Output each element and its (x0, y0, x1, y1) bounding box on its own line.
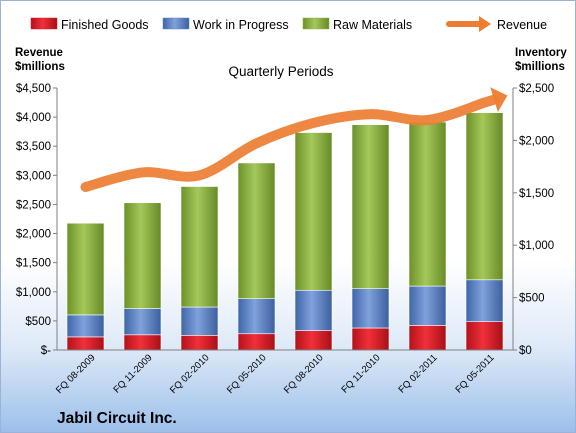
bar-work-in-progress (123, 308, 162, 336)
bar-finished-goods (180, 335, 219, 351)
bar-raw-materials (237, 162, 276, 299)
left-axis-title: Revenue (15, 47, 63, 59)
bar-raw-materials (465, 112, 504, 281)
revenue-line (80, 87, 508, 192)
x-tick-label: FQ 02-2010 (168, 352, 212, 396)
bar-finished-goods (465, 321, 504, 351)
bars (66, 112, 504, 351)
x-tick-label: FQ 05-2010 (225, 352, 269, 396)
right-tick-label: $2,000 (519, 135, 554, 147)
x-axis: FQ 08-2009 FQ 11-2009 FQ 02-2010 FQ 05-2010… (54, 349, 513, 396)
legend-label: Finished Goods (61, 18, 149, 32)
left-tick-label: $4,000 (16, 112, 51, 124)
left-tick-label: $- (41, 345, 51, 357)
bar-raw-materials (180, 186, 219, 308)
legend-label: Work in Progress (193, 18, 289, 32)
bar-finished-goods (66, 336, 105, 351)
right-tick-label: $1,000 (519, 240, 554, 252)
bar-work-in-progress (408, 285, 447, 326)
left-tick-label: $3,000 (16, 170, 51, 182)
left-axis-title-unit: $millions (15, 61, 65, 73)
left-axis: Revenue $millions $- $500 $1,000 $1,500 $2,000… (15, 47, 65, 357)
right-axis-title: Inventory (515, 47, 567, 59)
legend-label: Raw Materials (333, 18, 412, 32)
chart-title: Quarterly Periods (228, 64, 333, 79)
x-tick-label: FQ 08-2010 (282, 352, 326, 396)
right-tick-label: $500 (519, 293, 545, 305)
bar-finished-goods (294, 330, 333, 351)
bar-work-in-progress (66, 314, 105, 338)
legend-arrowhead (479, 16, 491, 32)
revenue-series-line (80, 94, 500, 192)
left-tick-label: $500 (25, 316, 51, 328)
right-tick-label: $1,500 (519, 188, 554, 200)
bar-finished-goods (237, 333, 276, 351)
revenue-arrowhead (490, 87, 508, 113)
bar-work-in-progress (237, 298, 276, 335)
bar-raw-materials (123, 202, 162, 309)
right-tick-label: $2,500 (519, 83, 554, 95)
bar-finished-goods (123, 334, 162, 351)
x-tick-label: FQ 11-2009 (111, 352, 154, 395)
x-tick-label: FQ 08-2009 (54, 352, 98, 396)
left-tick-label: $3,500 (16, 141, 51, 153)
legend-swatch (162, 17, 190, 30)
bar-work-in-progress (180, 306, 219, 336)
x-tick-label: FQ 05-2011 (453, 352, 496, 395)
legend-swatch (302, 17, 330, 30)
legend: Finished Goods Work in Progress Raw Materi… (30, 16, 547, 32)
company-name: Jabil Circuit Inc. (57, 410, 177, 427)
left-tick-label: $2,500 (16, 199, 51, 211)
bar-raw-materials (408, 121, 447, 287)
left-tick-label: $4,500 (16, 83, 51, 95)
bar-work-in-progress (465, 279, 504, 323)
bar-work-in-progress (294, 289, 333, 331)
legend-swatch (30, 17, 58, 30)
bar-raw-materials (294, 132, 333, 291)
right-tick-label: $0 (519, 345, 532, 357)
bar-raw-materials (66, 222, 105, 316)
right-axis-title-unit: $millions (515, 61, 565, 73)
bar-work-in-progress (351, 288, 390, 329)
x-tick-label: FQ 02-2011 (396, 352, 439, 395)
x-tick-label: FQ 11-2010 (339, 352, 382, 395)
left-tick-label: $2,000 (16, 229, 51, 241)
legend-label: Revenue (497, 18, 547, 32)
bar-finished-goods (408, 325, 447, 351)
bar-raw-materials (351, 124, 390, 289)
left-tick-label: $1,500 (16, 258, 51, 270)
bar-finished-goods (351, 327, 390, 351)
right-axis: Inventory $millions $0 $500 $1,000 $1,500 $2,0… (512, 47, 567, 357)
left-tick-label: $1,000 (16, 287, 51, 299)
